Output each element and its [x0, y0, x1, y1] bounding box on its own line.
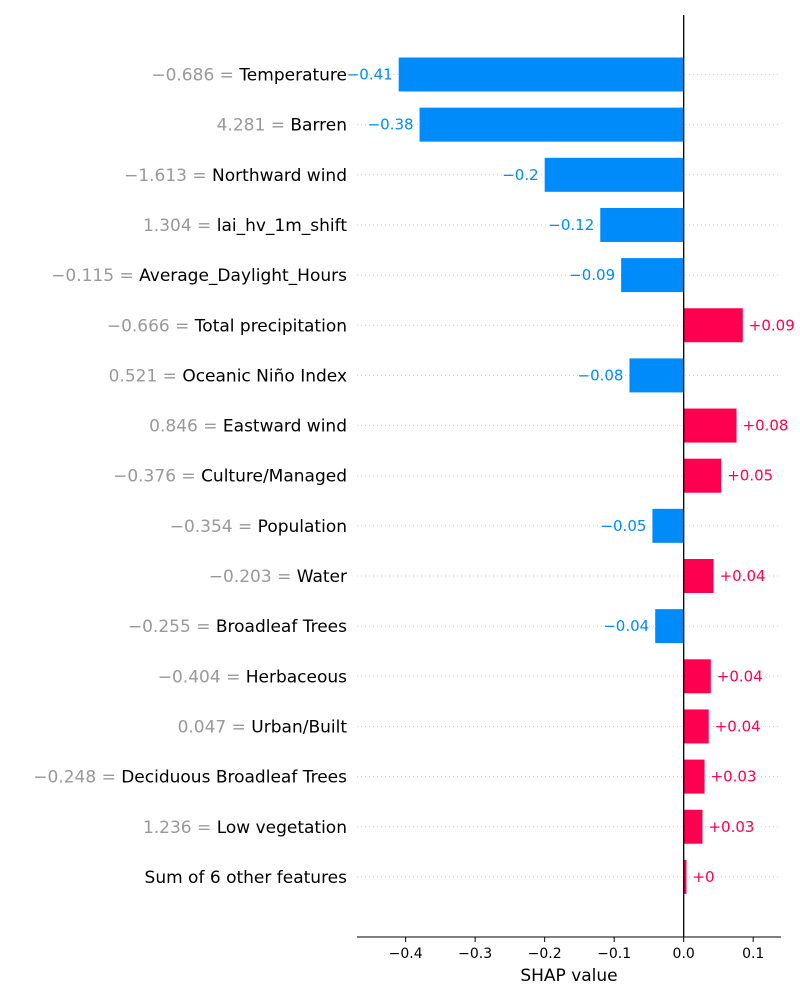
x-tick-label-4: −0.1 [597, 946, 631, 962]
feature-name-13: Herbaceous [246, 667, 347, 687]
feature-name-1: Temperature [238, 66, 347, 86]
feature-name-2: Barren [290, 116, 347, 136]
bar-label-13: +0.04 [717, 667, 763, 685]
bar-2 [419, 107, 684, 142]
feature-label-8: 0.846 = Eastward wind [149, 417, 347, 437]
feature-label-5: −0.115 = Average_Daylight_Hours [51, 266, 347, 286]
feature-name-17: Sum of 6 other features [145, 868, 348, 888]
feature-value-11: −0.203 = [209, 567, 297, 587]
feature-value-7: 0.521 = [109, 366, 183, 386]
bar-label-15: +0.03 [711, 768, 757, 786]
bar-label-7: −0.08 [578, 366, 624, 384]
bar-8 [683, 408, 737, 443]
bar-label-9: +0.05 [727, 467, 773, 485]
feature-value-12: −0.255 = [128, 617, 216, 637]
feature-name-11: Water [297, 567, 347, 587]
feature-label-14: 0.047 = Urban/Built [178, 717, 348, 737]
bar-14 [683, 709, 709, 744]
bar-label-1: −0.41 [347, 66, 393, 84]
feature-label-9: −0.376 = Culture/Managed [113, 467, 347, 487]
bar-10 [652, 508, 684, 543]
feature-labels: −0.41−0.686 = Temperature−0.384.281 = Ba… [33, 66, 794, 888]
x-tick-label-2: −0.3 [458, 946, 492, 962]
bar-12 [655, 609, 684, 644]
feature-label-2: 4.281 = Barren [217, 116, 347, 136]
bar-17 [683, 859, 687, 894]
feature-name-3: Northward wind [212, 166, 347, 186]
bar-6 [683, 308, 743, 343]
feature-value-8: 0.846 = [149, 417, 223, 437]
feature-value-6: −0.666 = [107, 316, 195, 336]
feature-name-8: Eastward wind [223, 417, 347, 437]
feature-name-9: Culture/Managed [201, 467, 347, 487]
bars [398, 57, 743, 894]
feature-label-15: −0.248 = Deciduous Broadleaf Trees [33, 768, 347, 788]
bar-4 [600, 207, 684, 242]
feature-value-9: −0.376 = [113, 467, 201, 487]
bar-9 [683, 458, 722, 493]
bar-11 [683, 559, 714, 593]
x-axis-title: SHAP value [520, 966, 617, 986]
bar-label-14: +0.04 [715, 717, 761, 735]
x-tick-label-1: −0.4 [389, 946, 423, 962]
feature-label-12: −0.255 = Broadleaf Trees [128, 617, 347, 637]
feature-label-7: 0.521 = Oceanic Niño Index [109, 366, 347, 386]
bar-16 [683, 809, 703, 844]
feature-label-16: 1.236 = Low vegetation [143, 818, 347, 838]
bar-label-6: +0.09 [749, 316, 795, 334]
feature-value-15: −0.248 = [33, 768, 121, 788]
bar-13 [683, 659, 711, 694]
x-tick-label-3: −0.2 [528, 946, 562, 962]
feature-name-15: Deciduous Broadleaf Trees [121, 768, 347, 788]
bar-label-10: −0.05 [600, 517, 646, 535]
feature-name-12: Broadleaf Trees [216, 617, 347, 637]
feature-name-5: Average_Daylight_Hours [139, 266, 347, 286]
feature-name-4: lai_hv_1m_shift [217, 216, 348, 236]
feature-value-4: 1.304 = [143, 216, 217, 236]
feature-label-11: −0.203 = Water [209, 567, 347, 587]
bar-15 [683, 759, 705, 794]
feature-name-7: Oceanic Niño Index [182, 366, 347, 386]
feature-label-17: Sum of 6 other features [145, 868, 348, 888]
feature-name-14: Urban/Built [251, 717, 347, 737]
feature-value-10: −0.354 = [170, 517, 258, 537]
bar-label-11: +0.04 [720, 567, 766, 585]
feature-label-6: −0.666 = Total precipitation [107, 316, 347, 336]
feature-name-16: Low vegetation [217, 818, 347, 838]
feature-value-14: 0.047 = [178, 717, 252, 737]
bar-3 [544, 157, 684, 192]
feature-value-2: 4.281 = [217, 116, 291, 136]
feature-value-13: −0.404 = [158, 667, 246, 687]
bar-label-2: −0.38 [368, 116, 414, 134]
feature-label-10: −0.354 = Population [170, 517, 347, 537]
feature-name-10: Population [258, 517, 347, 537]
feature-label-4: 1.304 = lai_hv_1m_shift [143, 216, 347, 236]
bar-label-17: +0 [692, 868, 714, 886]
x-axis: −0.4 −0.3 −0.2 −0.1 0.0 0.1 [357, 936, 781, 962]
bar-7 [629, 358, 684, 393]
bar-label-8: +0.08 [743, 417, 789, 435]
bar-1 [398, 57, 684, 92]
bar-label-4: −0.12 [548, 216, 594, 234]
bar-label-12: −0.04 [603, 617, 649, 635]
bar-label-5: −0.09 [569, 266, 615, 284]
feature-label-1: −0.686 = Temperature [151, 66, 347, 86]
x-tick-label-5: 0.0 [673, 946, 695, 962]
bar-label-16: +0.03 [708, 818, 754, 836]
bar-label-3: −0.2 [502, 166, 538, 184]
feature-value-1: −0.686 = [151, 66, 239, 86]
bar-5 [621, 258, 684, 293]
feature-value-16: 1.236 = [143, 818, 217, 838]
feature-label-3: −1.613 = Northward wind [124, 166, 347, 186]
x-tick-label-6: 0.1 [742, 946, 764, 962]
feature-value-5: −0.115 = [51, 266, 139, 286]
feature-name-6: Total precipitation [194, 316, 347, 336]
feature-value-3: −1.613 = [124, 166, 212, 186]
feature-label-13: −0.404 = Herbaceous [158, 667, 347, 687]
